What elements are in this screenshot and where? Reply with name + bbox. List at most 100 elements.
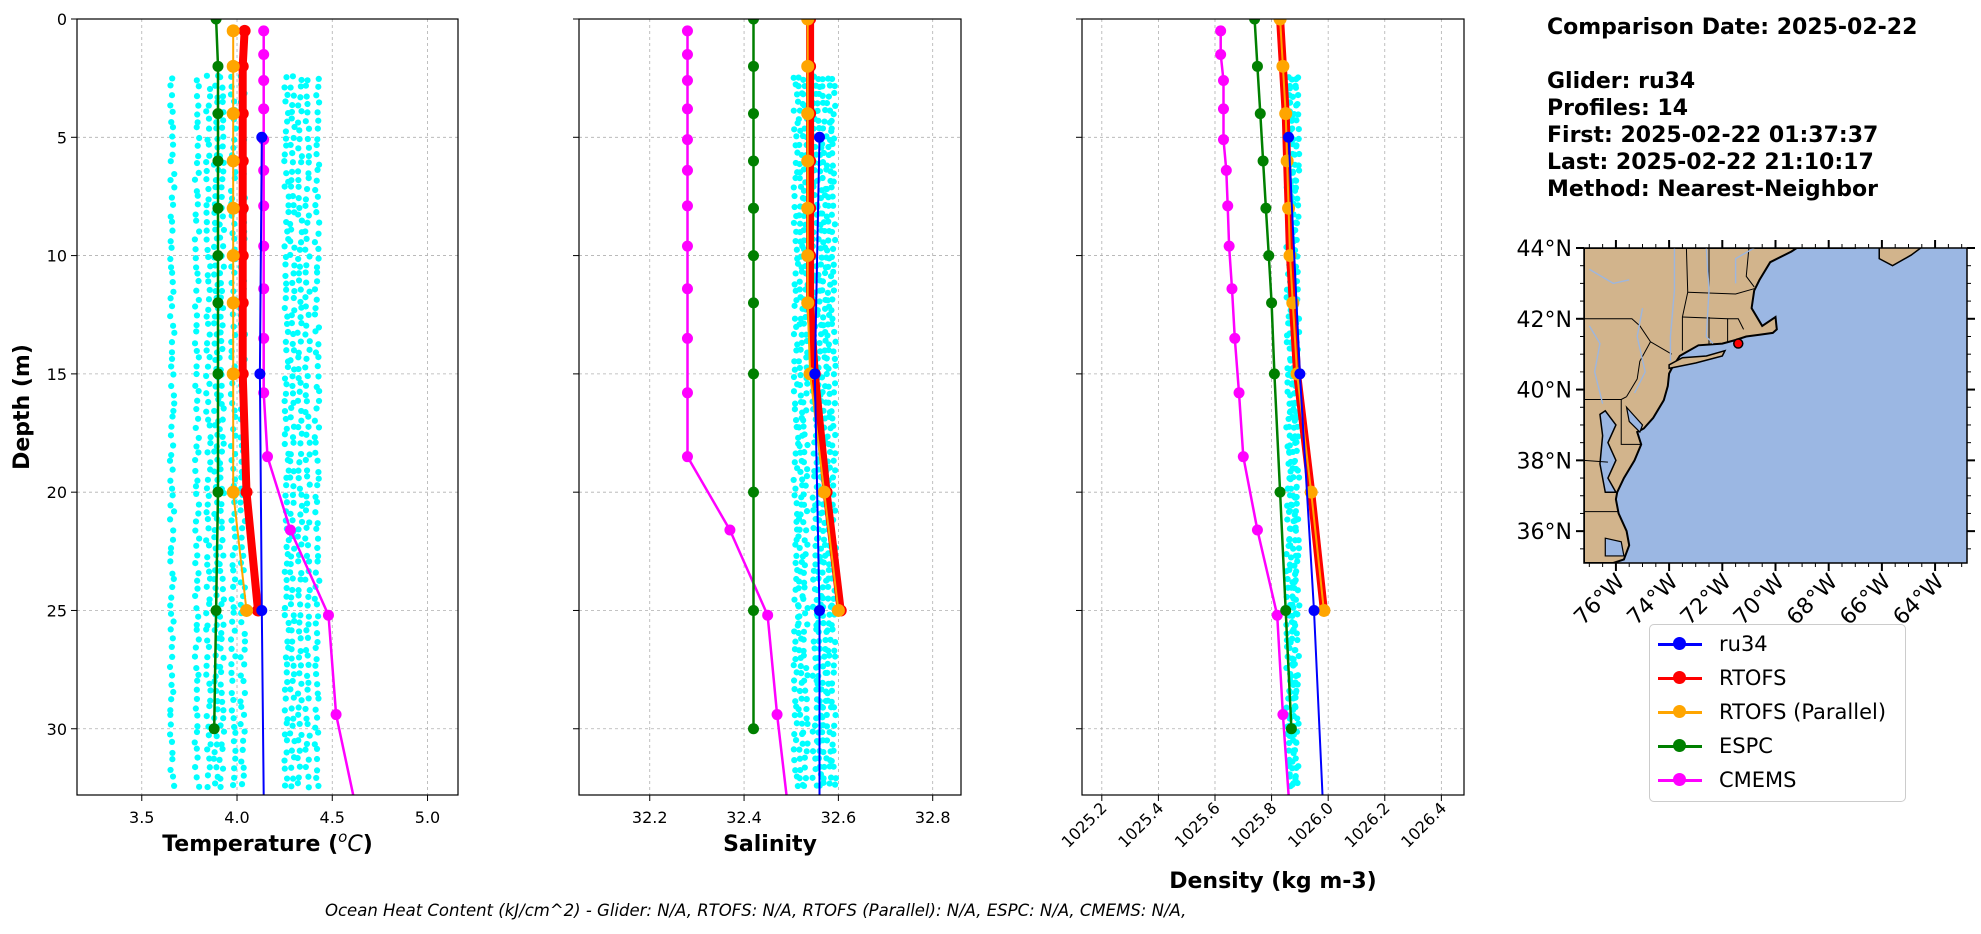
scatter-point: [803, 696, 810, 703]
scatter-point: [800, 91, 807, 98]
scatter-point: [205, 125, 213, 132]
scatter-point: [1292, 408, 1299, 416]
scatter-point: [305, 152, 312, 160]
scatter-point: [303, 715, 310, 722]
scatter-point: [1292, 755, 1299, 762]
scatter-point: [1292, 739, 1300, 746]
series-marker-rtofs-parallel: [801, 249, 815, 263]
scatter-point: [315, 397, 323, 405]
scatter-point: [810, 450, 817, 457]
scatter-point: [820, 239, 827, 246]
scatter-point: [801, 764, 808, 771]
scatter-point: [1295, 167, 1303, 174]
series-marker-espc: [212, 155, 224, 167]
scatter-point: [302, 535, 309, 542]
scatter-point: [792, 237, 799, 245]
scatter-point: [315, 475, 322, 482]
scatter-point: [295, 277, 303, 284]
scatter-point: [821, 228, 828, 235]
scatter-point: [796, 212, 803, 219]
scatter-point: [814, 107, 821, 114]
scatter-point: [203, 671, 210, 678]
series-marker-cmems: [681, 25, 693, 37]
scatter-point: [1293, 483, 1300, 490]
scatter-point: [207, 263, 214, 270]
scatter-point: [193, 77, 200, 84]
scatter-point: [193, 626, 200, 633]
scatter-point: [800, 417, 807, 424]
scatter-point: [289, 434, 297, 441]
scatter-point: [791, 459, 798, 466]
scatter-point: [281, 782, 289, 789]
scatter-point: [239, 746, 246, 754]
series-marker-cmems: [724, 524, 736, 536]
scatter-point: [826, 82, 834, 89]
scatter-point: [211, 271, 218, 278]
scatter-point: [192, 644, 199, 651]
scatter-point: [297, 239, 305, 246]
scatter-point: [167, 610, 175, 617]
scatter-point: [819, 278, 827, 285]
scatter-point: [281, 304, 288, 312]
scatter-point: [297, 601, 304, 608]
scatter-point: [166, 731, 174, 738]
scatter-point: [825, 237, 832, 244]
map-lat-label: 42°N: [1517, 308, 1572, 333]
series-marker-cmems: [258, 200, 270, 212]
scatter-point: [1294, 681, 1301, 688]
scatter-point: [284, 679, 291, 686]
scatter-point: [240, 677, 247, 685]
scatter-point: [168, 355, 176, 363]
x-axis-label: Density (kg m-3): [1169, 869, 1377, 894]
scatter-point: [211, 534, 218, 541]
scatter-point: [1292, 694, 1299, 701]
scatter-point: [167, 158, 174, 165]
first-time: First: 2025-02-22 01:37:37: [1547, 123, 1879, 148]
scatter-point: [313, 177, 320, 184]
x-axis-label-main: Temperature (: [162, 832, 338, 857]
scatter-point: [790, 373, 798, 381]
scatter-point: [791, 596, 798, 603]
series-marker-espc: [212, 368, 224, 380]
scatter-point: [305, 175, 312, 182]
scatter-point: [803, 354, 810, 361]
scatter-point: [232, 729, 239, 736]
series-marker-cmems: [1217, 134, 1229, 146]
scatter-point: [231, 269, 238, 276]
scatter-point: [205, 416, 212, 423]
scatter-point: [794, 782, 801, 790]
series-marker-espc: [1268, 368, 1280, 380]
scatter-point: [795, 74, 802, 81]
scatter-point: [206, 354, 213, 361]
scatter-point: [315, 245, 322, 252]
scatter-point: [311, 741, 318, 748]
series-marker-rtofs-parallel: [1317, 603, 1331, 617]
scatter-point: [287, 357, 294, 364]
scatter-point: [819, 509, 826, 516]
series-marker-ru34: [1308, 604, 1320, 616]
scatter-point: [205, 102, 212, 109]
scatter-point: [312, 620, 319, 627]
scatter-point: [830, 662, 837, 669]
scatter-point: [217, 645, 224, 652]
scatter-point: [796, 286, 803, 293]
series-marker-cmems: [1223, 240, 1235, 252]
scatter-point: [800, 76, 807, 83]
scatter-point: [283, 320, 291, 328]
scatter-point: [827, 774, 835, 781]
scatter-point: [312, 186, 319, 194]
scatter-point: [218, 689, 225, 696]
scatter-point: [281, 375, 289, 382]
scatter-point: [829, 245, 837, 253]
scatter-point: [192, 303, 199, 310]
series-marker-espc: [212, 486, 224, 498]
scatter-point: [312, 305, 319, 312]
scatter-point: [203, 176, 210, 183]
scatter-point: [825, 399, 832, 406]
scatter-point: [231, 533, 239, 540]
scatter-point: [800, 636, 807, 643]
scatter-point: [830, 111, 837, 118]
scatter-point: [217, 668, 225, 676]
series-marker-cmems: [1222, 200, 1234, 212]
